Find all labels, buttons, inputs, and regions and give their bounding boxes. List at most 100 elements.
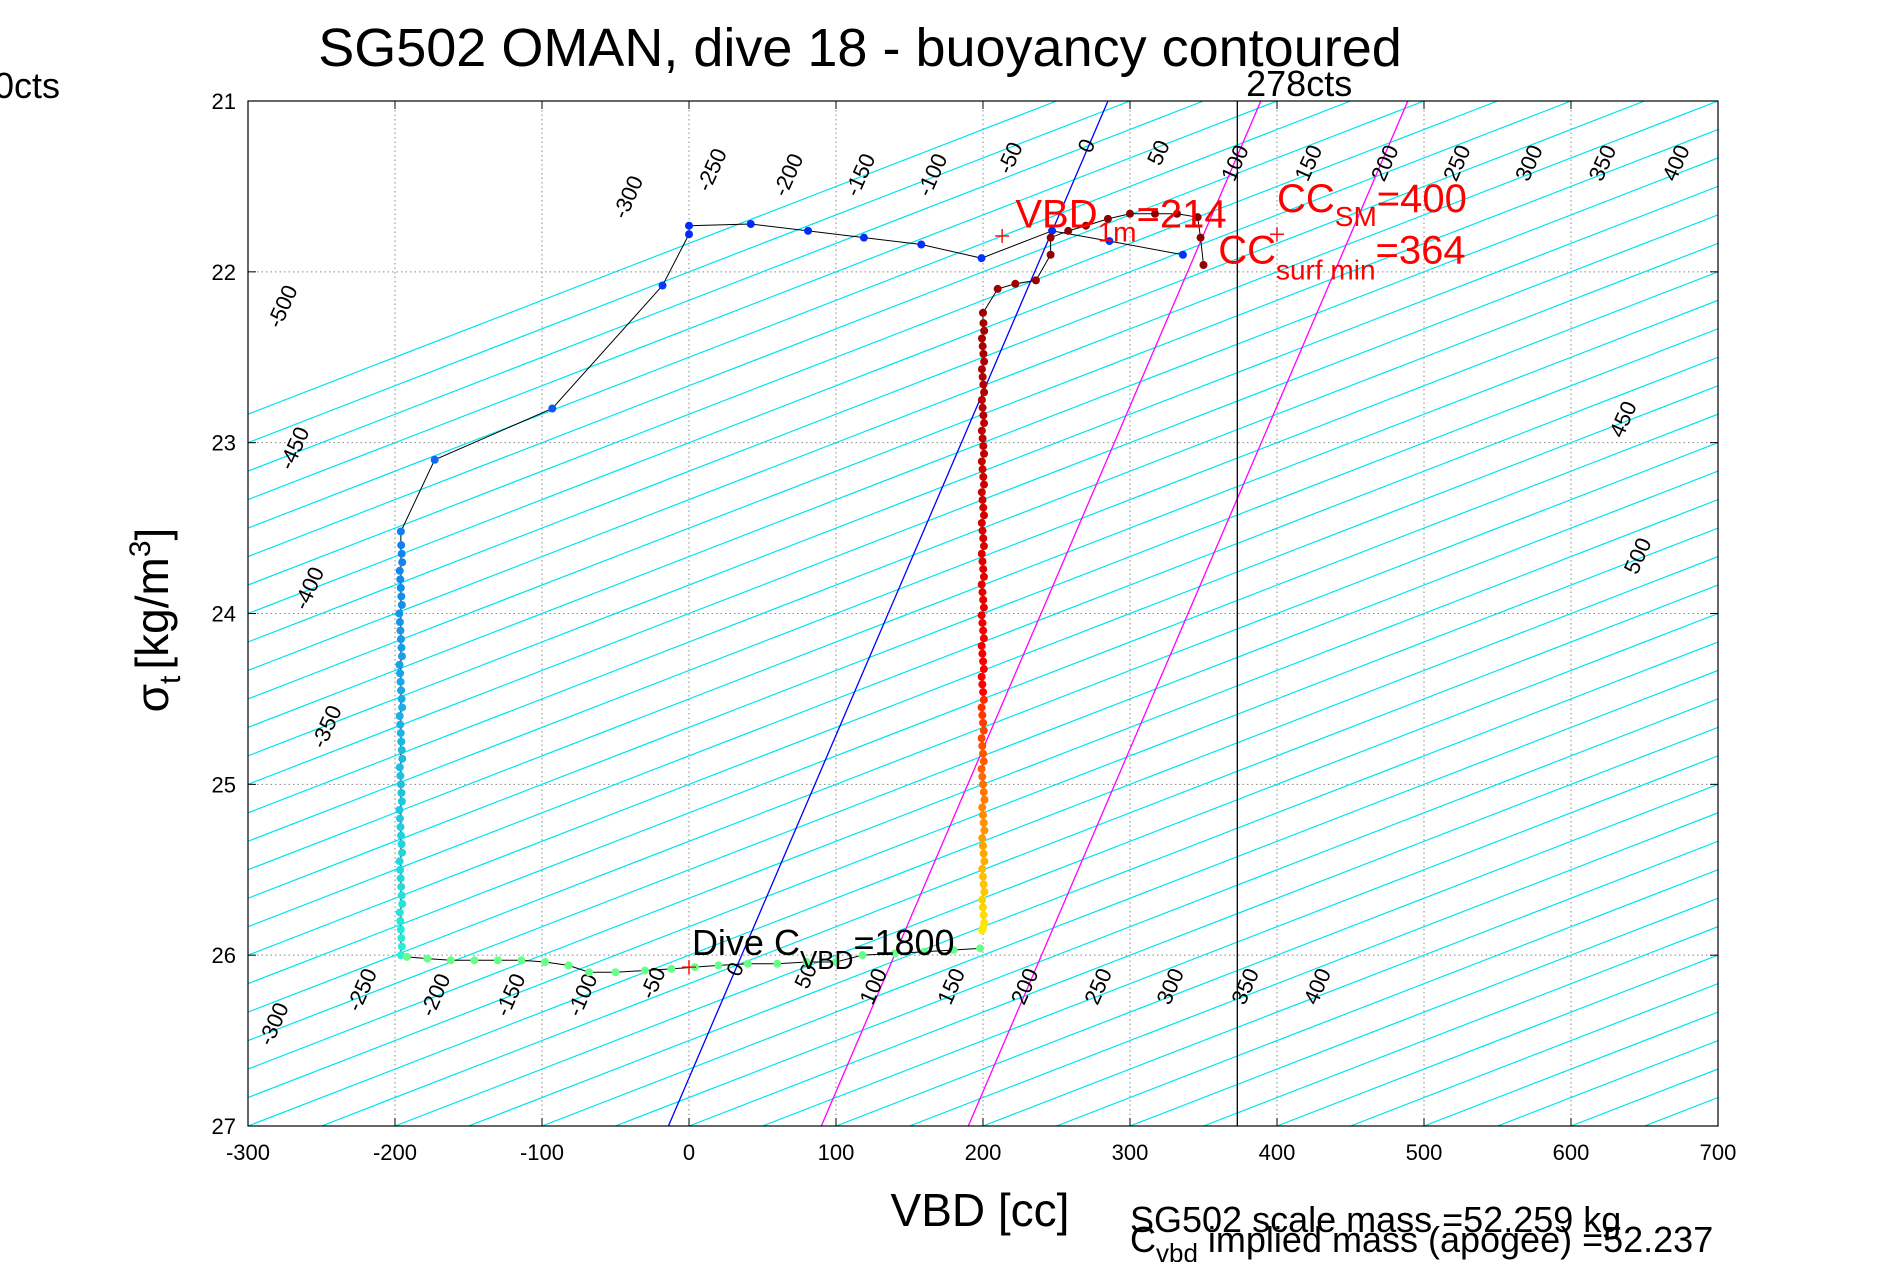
- vbd-value: =214: [1136, 192, 1226, 236]
- ascent-point: [978, 841, 987, 850]
- buoyancy-contours: [248, 101, 1891, 1126]
- descent-point: [396, 771, 405, 780]
- x-tick-label: 300: [1112, 1140, 1149, 1165]
- ascent-point: [979, 603, 988, 612]
- footer-scale-mass: SG502 scale mass =52.259 kg: [1130, 1199, 1621, 1240]
- ascent-point: [979, 572, 988, 581]
- ascent-point: [977, 672, 986, 681]
- ascent-point: [979, 542, 988, 551]
- descent-point: [397, 643, 406, 652]
- contour-line: [248, 242, 1718, 814]
- x-tick-label: 500: [1406, 1140, 1443, 1165]
- contour-line: [1792, 101, 1891, 1126]
- descent-point: [396, 626, 405, 635]
- ascent-point: [978, 495, 987, 504]
- bottom-point: [470, 956, 479, 965]
- ascent-point: [979, 688, 988, 697]
- x-axis-label: VBD [cc]: [891, 1184, 1070, 1236]
- bottom-point: [564, 961, 573, 970]
- ascent-point: [979, 726, 988, 735]
- contour-line: [1865, 101, 1891, 1126]
- ascent-point: [978, 434, 987, 443]
- y-label-sub: t: [154, 675, 187, 684]
- descent-point: [398, 899, 407, 908]
- ascent-point: [979, 911, 988, 920]
- descent-point: [685, 221, 693, 230]
- ascent-point: [979, 780, 987, 789]
- descent-point: [397, 737, 406, 746]
- descent-point: [395, 763, 404, 772]
- descent-point: [395, 814, 404, 823]
- descent-point: [397, 788, 406, 797]
- y-tick-label: 21: [212, 89, 236, 114]
- contour-line: [909, 812, 1718, 1126]
- descent-point: [396, 729, 405, 738]
- cc-sm-annotation: CCSM=400: [1277, 177, 1467, 232]
- descent-point: [396, 865, 405, 874]
- descent-point: [395, 609, 404, 618]
- ascent-point: [979, 695, 988, 704]
- contour-line: [248, 498, 1718, 1070]
- ascent-point: [978, 711, 987, 720]
- left-cut-label: 0cts: [0, 65, 60, 106]
- contour-line: [248, 157, 1718, 729]
- footer-vbd-sub: vbd: [1156, 1238, 1198, 1262]
- ascent-point: [978, 557, 987, 566]
- blue-reference-line: [667, 101, 1109, 1126]
- ascent-point: [993, 284, 1002, 293]
- descent-point: [396, 669, 405, 678]
- ascent-point: [1193, 213, 1202, 222]
- ccsm-value: =400: [1377, 177, 1467, 221]
- ascent-point: [977, 334, 986, 343]
- x-tick-label: 100: [818, 1140, 855, 1165]
- vbd-main: VBD: [1015, 192, 1097, 236]
- descent-point: [396, 575, 405, 584]
- ascent-point: [977, 457, 986, 466]
- contour-line: [248, 185, 1718, 757]
- ascent-point: [979, 380, 988, 389]
- x-tick-label: -200: [373, 1140, 417, 1165]
- contour-line: [835, 783, 1718, 1126]
- x-tick-label: 200: [965, 1140, 1002, 1165]
- ascent-point: [1046, 250, 1055, 259]
- contour-line: [248, 101, 1204, 472]
- ascent-point: [1199, 261, 1208, 269]
- ascent-point: [1031, 276, 1040, 285]
- bottom-point: [773, 959, 782, 968]
- descent-point: [1048, 226, 1057, 235]
- contour-line: [248, 442, 1718, 1013]
- ascent-point: [978, 526, 987, 535]
- dive-cvbd-annotation: Dive CVBD=1800: [692, 922, 955, 975]
- contour-line: [615, 698, 1718, 1126]
- ascent-point: [977, 580, 986, 589]
- bottom-point: [949, 946, 958, 955]
- bottom-point: [802, 958, 811, 966]
- bottom-point: [667, 964, 676, 973]
- descent-point: [395, 660, 404, 669]
- cc-surf-min-annotation: CCsurf min=364: [1218, 228, 1465, 285]
- x-tick-label: -100: [520, 1140, 564, 1165]
- ascent-point: [978, 649, 987, 658]
- ascent-point: [977, 764, 986, 773]
- bottom-point: [714, 961, 723, 970]
- bottom-point: [920, 947, 929, 956]
- descent-point: [395, 712, 404, 720]
- ascent-point: [978, 342, 987, 351]
- descent-point: [396, 677, 405, 686]
- contour-line: [248, 527, 1718, 1099]
- ascent-point: [979, 595, 988, 604]
- descent-point: [430, 455, 439, 464]
- contour-line: [248, 470, 1718, 1042]
- descent-point: [397, 840, 406, 849]
- x-tick-label: 700: [1700, 1140, 1737, 1165]
- contour-line: [248, 413, 1718, 985]
- descent-point: [397, 891, 406, 900]
- descent-point: [397, 541, 406, 550]
- ascent-point: [978, 588, 987, 597]
- contour-line: [248, 271, 1718, 842]
- cvbd-value: =1800: [853, 922, 954, 963]
- contour-line: [394, 612, 1718, 1126]
- ascent-point: [978, 834, 987, 843]
- contour-line: [248, 101, 1572, 615]
